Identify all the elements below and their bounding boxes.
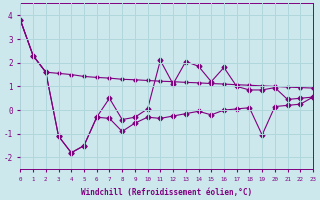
X-axis label: Windchill (Refroidissement éolien,°C): Windchill (Refroidissement éolien,°C) xyxy=(81,188,252,197)
